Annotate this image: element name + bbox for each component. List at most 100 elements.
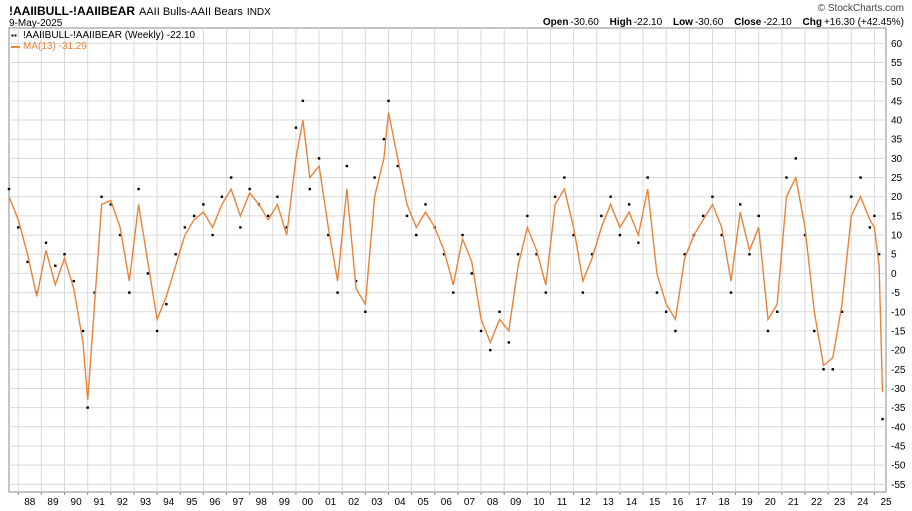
x-tick-label: 05 [418,497,430,508]
x-tick-label: 98 [256,497,268,508]
y-tick-label: 20 [891,192,903,203]
data-point [248,187,251,191]
x-tick-label: 97 [233,497,245,508]
data-point [317,157,321,160]
y-tick-label: 0 [891,269,897,280]
data-point [308,187,312,191]
data-point [54,264,57,267]
data-point [813,329,816,333]
data-point [674,329,677,333]
data-point [627,203,631,206]
close-label: Close [734,17,762,28]
y-tick-label: -5 [891,288,900,299]
data-point [86,406,89,409]
data-point [461,233,464,237]
data-point [424,203,427,206]
data-point [785,176,788,179]
x-tick-label: 18 [718,497,730,508]
data-point [26,260,29,264]
y-tick-label: -25 [891,365,906,376]
y-tick-label: 60 [891,39,903,50]
y-tick-label: 30 [891,154,903,165]
x-tick-label: 95 [186,497,198,508]
symbol: !AAIIBULL-!AAIIBEAR [9,4,135,18]
legend-price: ▪ ▪ !AAIIBULL-!AAIIBEAR (Weekly) -22.10 [11,30,195,41]
data-point [63,253,66,256]
data-point [137,187,140,191]
data-point [590,253,594,256]
x-tick-label: 17 [695,497,707,508]
data-point [202,203,205,206]
y-tick-label: -50 [891,461,906,472]
data-point [881,417,884,421]
low-label: Low [672,17,693,28]
symbol-title: !AAIIBULL-!AAIIBEAR AAII Bulls-AAII Bears… [9,4,271,18]
x-tick-label: 99 [279,497,291,508]
data-point [655,291,659,294]
data-point [239,226,242,229]
data-point [452,291,455,294]
credit: © StockCharts.com [817,3,904,14]
data-point [803,233,807,237]
data-point [535,253,538,256]
data-point [373,176,376,179]
data-point [526,214,529,218]
data-point [266,214,270,218]
x-tick-label: 22 [811,497,823,508]
data-point [396,164,399,168]
data-point [877,253,881,256]
y-tick-label: -15 [891,326,906,337]
ma-line [8,112,884,401]
data-point [415,233,418,237]
data-point [766,329,770,333]
x-tick-label: 89 [47,497,59,508]
y-tick-label: 35 [891,135,903,146]
data-point [44,241,48,244]
x-tick-label: 03 [371,497,383,508]
data-point [146,272,150,275]
x-tick-label: 12 [580,497,592,508]
data-point [711,195,714,198]
data-point [354,279,358,283]
data-point [276,195,279,198]
data-point [618,233,622,237]
data-point [637,241,640,244]
data-point [382,138,386,141]
data-point [748,253,751,256]
y-tick-label: 40 [891,116,903,127]
symbol-description: AAII Bulls-AAII Bears [138,6,243,18]
data-point [174,253,177,256]
low-value: -30.60 [694,17,724,28]
data-point [220,195,224,198]
data-point [776,310,779,313]
x-tick-label: 92 [117,497,129,508]
chg-label: Chg [802,17,822,28]
data-point [544,291,548,294]
y-tick-label: -45 [891,441,906,452]
data-point [155,329,159,333]
data-point [507,341,511,344]
x-tick-label: 15 [649,497,661,508]
plot-frame [8,27,887,493]
x-tick-label: 00 [302,497,314,508]
y-tick-label: -55 [891,480,906,491]
x-tick-label: 20 [765,497,777,508]
x-tick-label: 14 [626,497,638,508]
data-point [646,176,649,179]
data-point [553,195,557,198]
data-point [327,233,330,237]
data-point [81,329,85,333]
exchange: INDX [246,7,271,18]
x-tick-label: 91 [94,497,106,508]
data-point [868,226,872,229]
data-point [364,310,367,313]
data-point [285,226,288,229]
data-point [301,99,305,103]
x-tick-label: 16 [672,497,684,508]
x-tick-label: 24 [857,497,869,508]
high-value: -22.10 [633,17,663,28]
data-point [600,214,603,218]
data-point [229,176,233,179]
x-tick-label: 04 [395,497,407,508]
